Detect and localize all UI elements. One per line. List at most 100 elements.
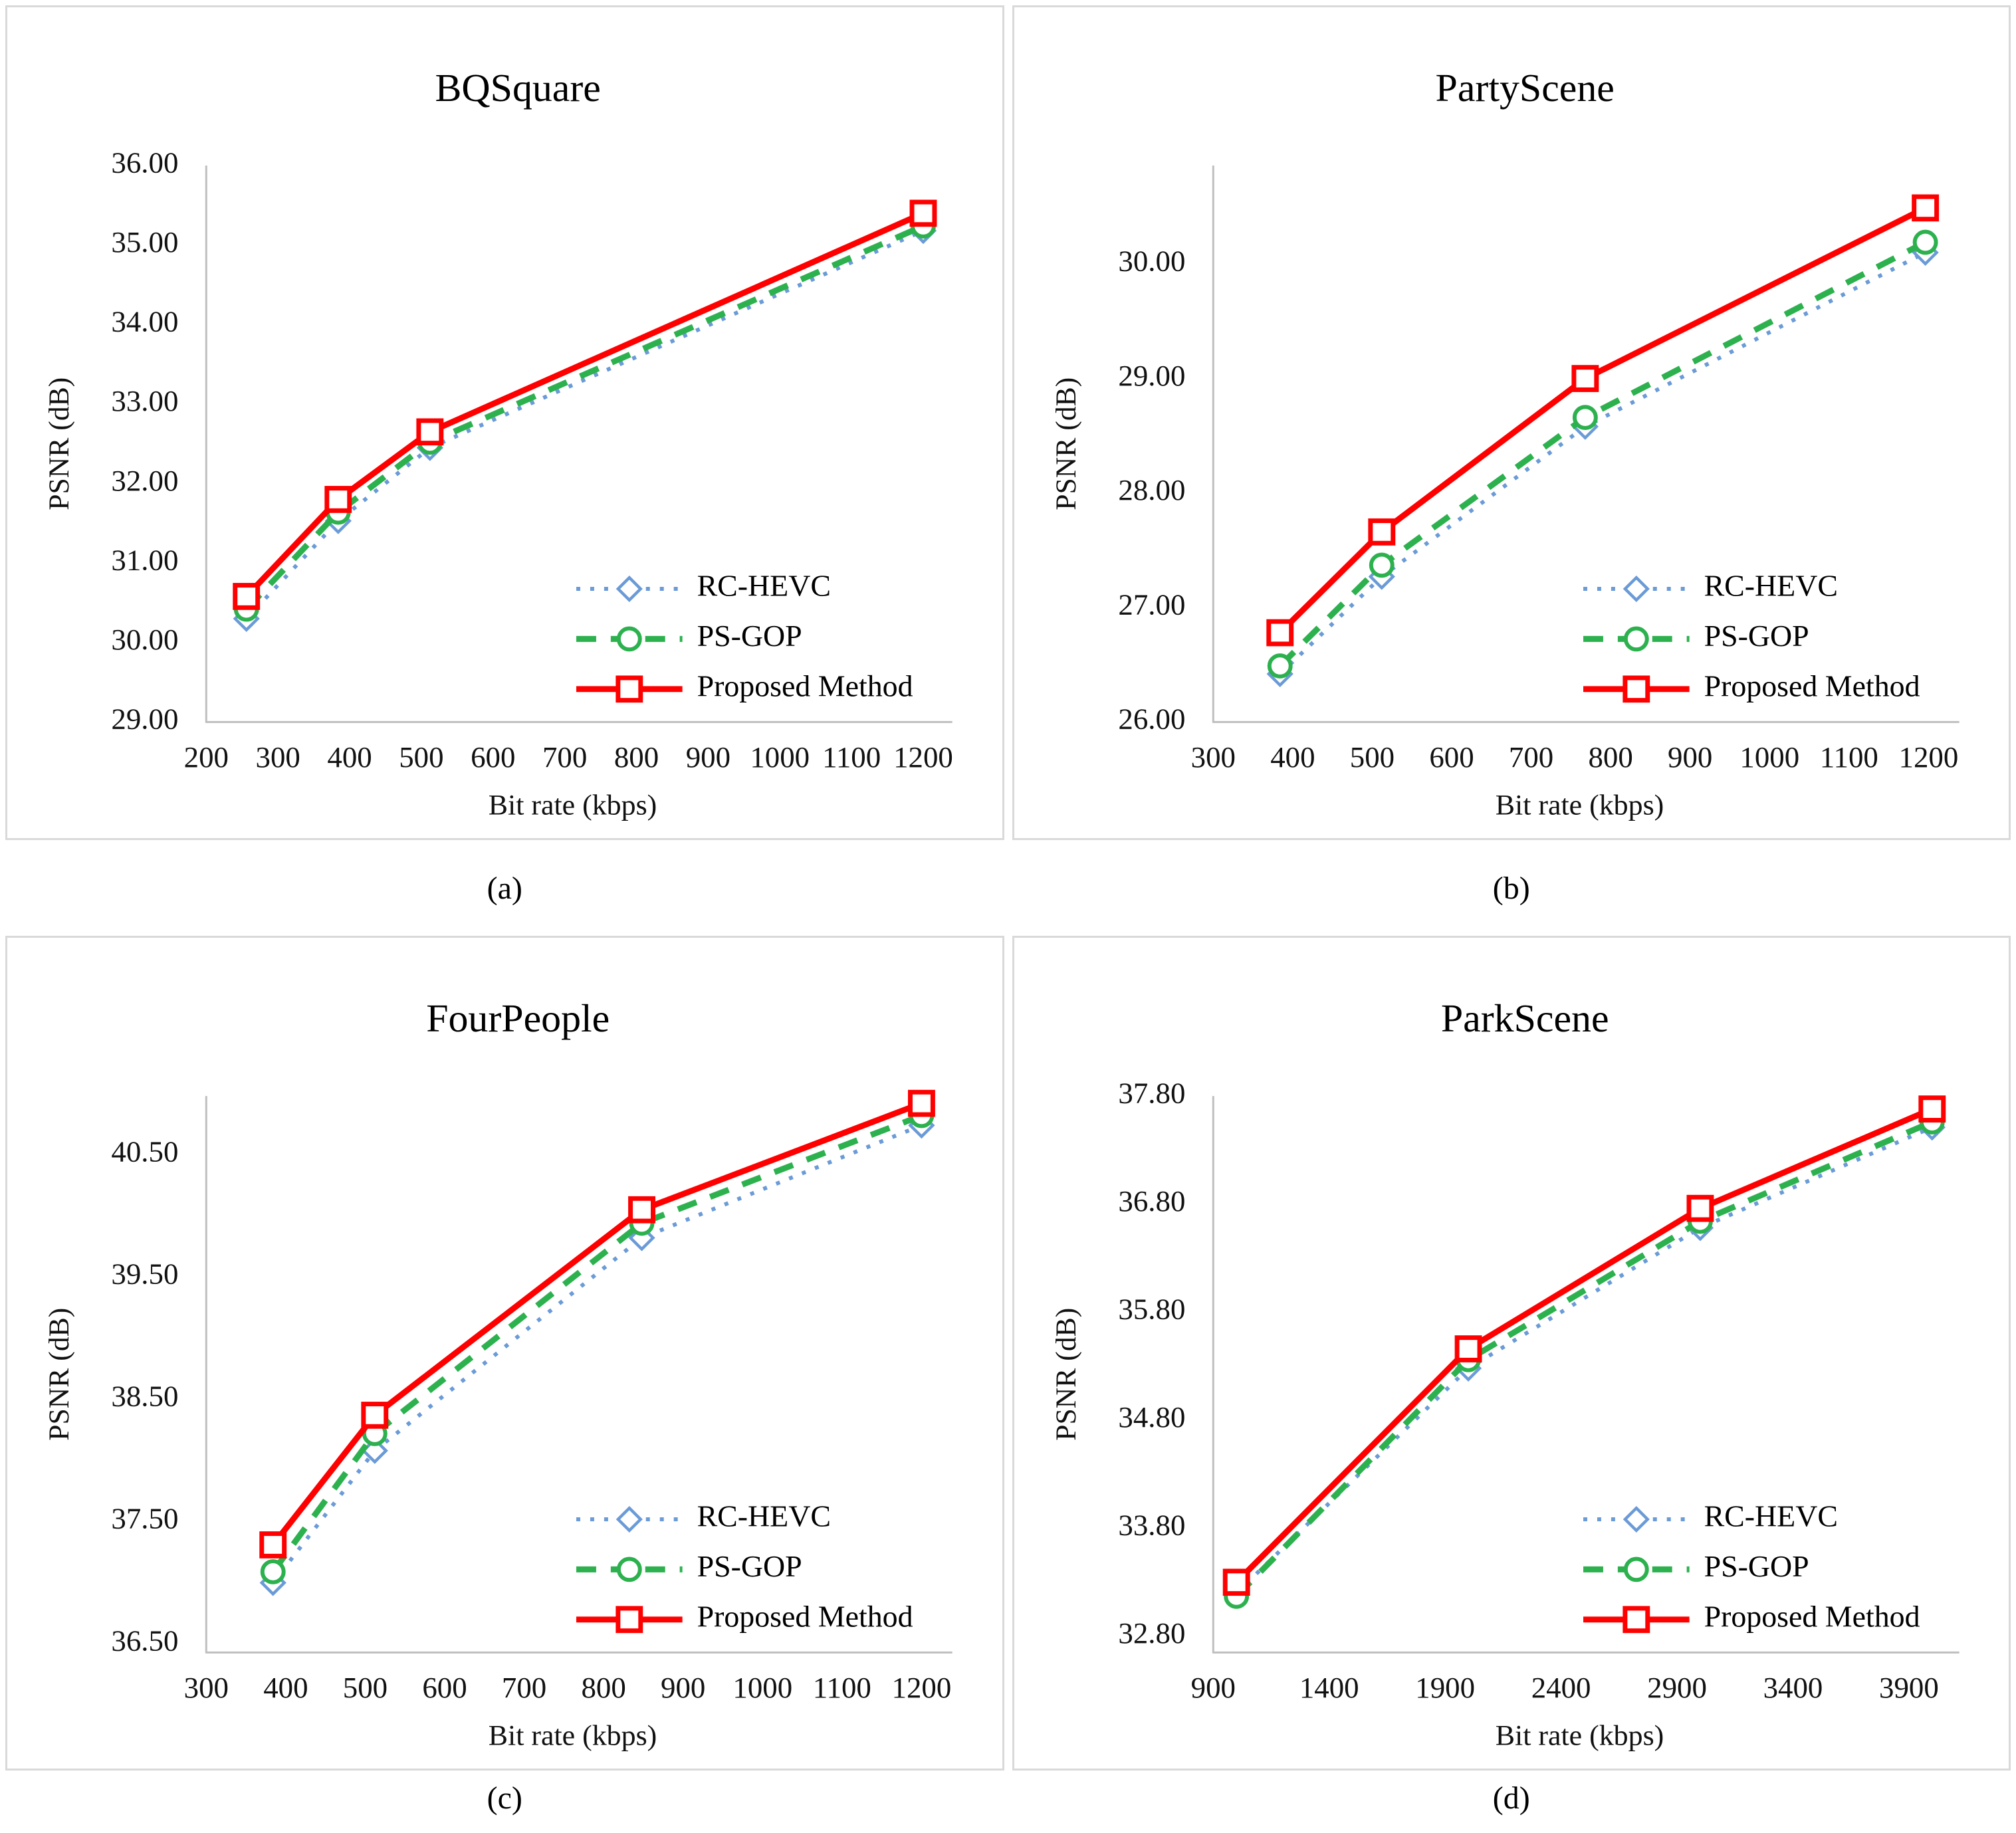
x-tick-label: 600 xyxy=(422,1671,467,1704)
x-tick-label: 2900 xyxy=(1647,1671,1707,1704)
data-point-marker xyxy=(616,1505,643,1533)
legend-item: RC-HEVC xyxy=(1583,1499,1837,1533)
y-axis-title: PSNR (dB) xyxy=(1050,1308,1081,1441)
series-proposed-method xyxy=(233,199,937,610)
x-tick-label: 1200 xyxy=(893,740,953,774)
y-tick-label: 26.00 xyxy=(1118,702,1185,736)
legend-label: RC-HEVC xyxy=(1704,569,1837,603)
x-axis-title: Bit rate (kbps) xyxy=(489,789,657,821)
data-point-marker xyxy=(616,1557,642,1582)
data-point-marker xyxy=(1918,1095,1946,1123)
legend-label: Proposed Method xyxy=(1704,1599,1920,1633)
legend-item: Proposed Method xyxy=(576,669,913,702)
data-point-marker xyxy=(1623,626,1649,652)
y-tick-label: 29.00 xyxy=(111,702,178,736)
y-tick-label: 38.50 xyxy=(111,1380,178,1413)
legend-label: PS-GOP xyxy=(1704,619,1809,653)
data-point-marker xyxy=(1622,1606,1650,1634)
legend: RC-HEVC PS-GOP Proposed Method xyxy=(1583,1499,1920,1633)
legend-item: RC-HEVC xyxy=(576,1499,831,1533)
y-tick-label: 40.50 xyxy=(111,1135,178,1168)
legend-item: Proposed Method xyxy=(1583,669,1920,702)
series-line xyxy=(1234,1119,1934,1598)
series-line xyxy=(271,1113,923,1574)
legend-item: Proposed Method xyxy=(1583,1599,1920,1633)
x-tick-label: 1100 xyxy=(1819,740,1878,774)
series-line xyxy=(245,229,925,620)
x-tick-label: 500 xyxy=(343,1671,388,1704)
y-tick-label: 35.80 xyxy=(1118,1293,1185,1326)
chart-title: PartyScene xyxy=(1435,66,1614,110)
x-tick-label: 900 xyxy=(661,1671,705,1704)
data-point-marker xyxy=(628,1196,655,1224)
y-tick-label: 29.00 xyxy=(1118,359,1185,392)
panel-label-c: (c) xyxy=(487,1780,522,1816)
x-tick-label: 1000 xyxy=(750,740,810,774)
x-tick-label: 1200 xyxy=(892,1671,952,1704)
y-tick-label: 36.00 xyxy=(111,146,178,179)
data-point-marker xyxy=(1911,194,1939,222)
x-tick-label: 300 xyxy=(256,740,300,774)
legend-label: PS-GOP xyxy=(1704,1549,1809,1583)
data-point-marker xyxy=(1572,405,1598,430)
x-tick-label: 1100 xyxy=(813,1671,871,1704)
x-tick-label: 700 xyxy=(542,740,587,774)
y-tick-label: 30.00 xyxy=(111,623,178,656)
series-line xyxy=(1234,1106,1934,1584)
data-point-marker xyxy=(260,1559,286,1584)
legend-label: PS-GOP xyxy=(697,1549,802,1583)
data-point-marker xyxy=(1623,1557,1649,1582)
x-axis-title: Bit rate (kbps) xyxy=(1495,1719,1664,1751)
series-ps-gop xyxy=(1267,229,1938,679)
data-point-marker xyxy=(1622,675,1650,703)
legend-label: Proposed Method xyxy=(1704,669,1920,702)
panel-label-b: (b) xyxy=(1492,870,1530,906)
x-tick-label: 3900 xyxy=(1879,1671,1939,1704)
legend-item: PS-GOP xyxy=(1583,1549,1809,1583)
data-point-marker xyxy=(361,1402,389,1429)
legend-label: Proposed Method xyxy=(697,669,913,702)
series-line xyxy=(1278,239,1927,669)
chart-bqsquare: BQSquare 29.00 30.00 31.00 32.00 33.00 34.00 35… xyxy=(43,66,953,821)
y-tick-label: 33.00 xyxy=(111,384,178,417)
x-tick-label: 1900 xyxy=(1415,1671,1475,1704)
y-tick-label: 31.00 xyxy=(111,544,178,577)
x-tick-label: 1100 xyxy=(822,740,881,774)
x-tick-label: 1400 xyxy=(1299,1671,1359,1704)
legend-label: RC-HEVC xyxy=(1704,1499,1837,1533)
legend-item: PS-GOP xyxy=(1583,619,1809,653)
y-tick-label: 37.50 xyxy=(111,1502,178,1535)
y-tick-label: 36.50 xyxy=(111,1624,178,1658)
series-proposed-method xyxy=(1266,194,1939,647)
series-ps-gop xyxy=(260,1103,935,1584)
chart-panel-bqsquare: BQSquare 29.00 30.00 31.00 32.00 33.00 34.00 35… xyxy=(5,5,1004,840)
series-proposed-method xyxy=(1222,1095,1946,1596)
series-ps-gop xyxy=(233,213,936,622)
series-line xyxy=(271,1100,923,1547)
data-point-marker xyxy=(616,626,642,652)
x-tick-label: 300 xyxy=(1190,740,1235,774)
legend-label: Proposed Method xyxy=(697,1599,913,1633)
x-tick-label: 400 xyxy=(327,740,372,774)
x-tick-label: 1000 xyxy=(1739,740,1799,774)
data-point-marker xyxy=(1369,552,1395,578)
x-tick-label: 400 xyxy=(263,1671,308,1704)
x-tick-label: 2400 xyxy=(1531,1671,1591,1704)
x-tick-label: 900 xyxy=(686,740,730,774)
series-line xyxy=(1278,251,1926,676)
legend-item: RC-HEVC xyxy=(1583,569,1837,603)
series-proposed-method xyxy=(259,1089,935,1559)
legend-item: Proposed Method xyxy=(576,1599,913,1633)
x-axis-title: Bit rate (kbps) xyxy=(489,1719,657,1751)
x-tick-label: 1000 xyxy=(732,1671,792,1704)
x-tick-label: 900 xyxy=(1668,740,1712,774)
data-point-marker xyxy=(1686,1194,1714,1222)
y-tick-label: 34.80 xyxy=(1118,1400,1185,1434)
x-tick-label: 800 xyxy=(614,740,659,774)
y-tick-label: 37.80 xyxy=(1118,1076,1185,1109)
y-axis-title: PSNR (dB) xyxy=(43,377,75,510)
data-point-marker xyxy=(1623,1505,1650,1533)
y-tick-label: 35.00 xyxy=(111,225,178,259)
y-tick-label: 30.00 xyxy=(1118,245,1185,278)
data-point-marker xyxy=(233,583,261,610)
